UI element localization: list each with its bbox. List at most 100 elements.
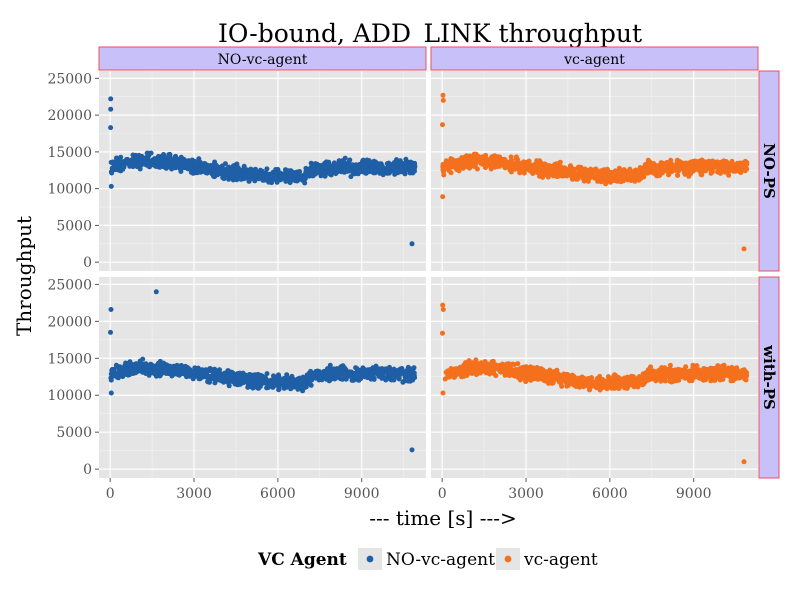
outlier-point bbox=[741, 459, 747, 465]
data-point bbox=[709, 163, 715, 169]
y-tick-label: 0 bbox=[83, 255, 92, 271]
data-point bbox=[351, 377, 356, 383]
data-point bbox=[163, 370, 169, 376]
data-point bbox=[151, 158, 157, 163]
outlier-point bbox=[440, 92, 446, 98]
data-point bbox=[712, 374, 718, 380]
data-point bbox=[534, 163, 540, 169]
data-point bbox=[151, 162, 157, 168]
data-point bbox=[332, 367, 338, 373]
row-strip-label: with-PS bbox=[760, 344, 778, 410]
data-point bbox=[706, 373, 712, 379]
data-point bbox=[111, 162, 117, 168]
legend-key-NO-vc-agent bbox=[366, 555, 374, 563]
data-point bbox=[277, 174, 283, 180]
data-point bbox=[209, 367, 215, 373]
data-point bbox=[645, 377, 651, 383]
data-point bbox=[455, 369, 461, 375]
data-point bbox=[371, 170, 377, 176]
data-point bbox=[360, 158, 365, 164]
outlier-point bbox=[440, 194, 446, 200]
data-point bbox=[475, 368, 481, 374]
outlier-point bbox=[108, 106, 114, 112]
outlier-point bbox=[108, 125, 114, 131]
row-strip bbox=[758, 276, 780, 479]
data-point bbox=[566, 378, 572, 384]
data-point bbox=[336, 373, 341, 379]
data-point bbox=[184, 159, 190, 164]
data-point bbox=[679, 166, 685, 172]
data-point bbox=[399, 370, 405, 376]
data-point bbox=[278, 379, 283, 385]
column-strip-label: NO-vc-agent bbox=[218, 52, 308, 68]
data-point bbox=[328, 366, 334, 372]
data-point bbox=[405, 378, 411, 384]
data-point bbox=[602, 383, 608, 389]
data-point bbox=[196, 156, 202, 162]
data-point bbox=[131, 362, 137, 368]
data-point bbox=[132, 160, 138, 166]
data-point bbox=[594, 380, 600, 386]
data-point bbox=[139, 159, 145, 165]
data-point bbox=[316, 372, 322, 378]
data-point bbox=[273, 382, 279, 388]
data-point bbox=[727, 166, 733, 172]
outlier-point bbox=[741, 246, 747, 252]
data-point bbox=[340, 160, 346, 166]
legend-title: VC Agent bbox=[257, 550, 347, 570]
data-point bbox=[308, 382, 314, 388]
data-point bbox=[526, 162, 532, 168]
data-point bbox=[651, 166, 657, 171]
data-point bbox=[373, 363, 379, 369]
data-point bbox=[300, 173, 306, 179]
data-point bbox=[445, 371, 451, 377]
data-point bbox=[672, 372, 678, 378]
data-point bbox=[591, 174, 597, 180]
data-point bbox=[619, 383, 625, 389]
data-point bbox=[400, 379, 406, 385]
data-point bbox=[141, 155, 147, 161]
data-point bbox=[353, 371, 359, 377]
data-point bbox=[164, 162, 170, 168]
data-point bbox=[523, 366, 529, 372]
column-strip-label: vc-agent bbox=[563, 52, 625, 68]
data-point bbox=[360, 371, 366, 377]
data-point bbox=[531, 374, 537, 380]
column-strip bbox=[98, 46, 427, 71]
x-tick-label: 3000 bbox=[508, 486, 544, 502]
data-point bbox=[313, 170, 319, 176]
data-point bbox=[554, 367, 560, 373]
data-point bbox=[109, 170, 115, 176]
data-point bbox=[692, 374, 698, 380]
data-point bbox=[391, 160, 397, 166]
data-point bbox=[148, 150, 154, 156]
data-point bbox=[412, 163, 418, 169]
data-point bbox=[516, 368, 522, 374]
data-point bbox=[627, 378, 633, 384]
data-point bbox=[186, 367, 192, 372]
data-point bbox=[572, 170, 577, 176]
data-point bbox=[137, 358, 143, 364]
data-point bbox=[324, 376, 330, 382]
data-point bbox=[579, 174, 585, 180]
data-point bbox=[736, 163, 742, 169]
data-point bbox=[491, 370, 497, 376]
data-point bbox=[342, 371, 348, 377]
data-point bbox=[506, 164, 512, 170]
data-point bbox=[737, 169, 743, 175]
data-point bbox=[265, 172, 271, 178]
data-point bbox=[240, 376, 246, 381]
data-point bbox=[718, 170, 723, 176]
data-point bbox=[234, 379, 239, 385]
data-point bbox=[624, 383, 630, 389]
data-point bbox=[618, 377, 624, 383]
data-point bbox=[694, 159, 700, 165]
data-point bbox=[607, 376, 613, 382]
outlier-point bbox=[440, 122, 445, 128]
data-point bbox=[322, 162, 327, 168]
outlier-point bbox=[108, 96, 114, 102]
row-strip-label: NO-PS bbox=[760, 143, 778, 199]
data-point bbox=[704, 368, 710, 374]
data-point bbox=[169, 373, 175, 379]
